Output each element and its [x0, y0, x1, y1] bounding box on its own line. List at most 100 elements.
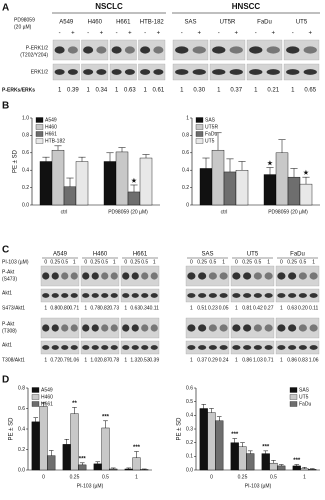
ratio: 1 [124, 357, 127, 363]
legend-label: H661 [41, 401, 53, 407]
y-tick-label: 0.3 [186, 426, 193, 432]
legend-swatch [289, 394, 298, 400]
x-tick-label: PD98059 (20 µM) [108, 209, 148, 215]
band [266, 46, 280, 54]
blot [80, 317, 120, 339]
significance: ★ [303, 170, 309, 177]
cell-line: H460 [93, 252, 108, 258]
error-bar [48, 450, 54, 456]
x-axis-label: PI-103 (µM) [77, 483, 104, 489]
blot [283, 39, 320, 61]
significance: ** [72, 401, 77, 407]
ratio-label: S473/Akt1 [2, 305, 25, 311]
y-tick-label: 0.6 [186, 385, 193, 391]
band [111, 69, 122, 75]
y-tick-label: 1.0 [22, 115, 29, 121]
bar [308, 469, 317, 471]
ratio: 0.80 [60, 305, 70, 311]
band [249, 46, 263, 54]
error-bar [226, 158, 234, 172]
band [91, 324, 99, 332]
blot [185, 340, 230, 355]
row-label: Akt1 [2, 290, 12, 296]
band [208, 272, 217, 280]
band [42, 272, 50, 280]
legend-swatch [35, 131, 44, 137]
band [110, 293, 118, 298]
sign: + [271, 31, 275, 37]
bar [207, 412, 216, 471]
panel-label: D [2, 375, 9, 386]
blot [185, 317, 230, 339]
ratio: 0.71 [69, 305, 79, 311]
ratio: 0.29 [208, 357, 218, 363]
bar [78, 464, 87, 471]
band [187, 272, 196, 280]
ratio: 0.51 [197, 305, 207, 311]
ratio: 1.02 [90, 357, 100, 363]
band [298, 272, 307, 280]
y-tick-label: 0.0 [22, 202, 29, 208]
sign: - [218, 31, 220, 37]
y-axis-label: PE ± SD [13, 149, 19, 173]
ratio: 1.06 [69, 357, 79, 363]
ratio: 0.23 [208, 305, 218, 311]
band [187, 293, 196, 298]
band [229, 69, 243, 75]
bar [63, 186, 77, 206]
legend-swatch [35, 117, 44, 123]
y-tick-label: 0.8 [18, 385, 25, 391]
bar [277, 465, 286, 471]
band [54, 46, 65, 54]
dose: 1 [73, 259, 76, 265]
sign: - [59, 31, 61, 37]
cell-line: HTB-182 [140, 20, 165, 26]
ratio: 1 [115, 88, 119, 94]
ratio: 0.05 [219, 305, 229, 311]
error-bar [142, 154, 150, 159]
dose: 1 [267, 259, 270, 265]
blot [230, 288, 275, 303]
bar [127, 191, 141, 206]
ratio: 0.80 [50, 305, 60, 311]
y-tick-label: 0.2 [22, 185, 29, 191]
band [253, 293, 262, 298]
error-bar [66, 177, 74, 187]
band [67, 46, 78, 54]
blot [275, 288, 320, 303]
bar [103, 161, 117, 206]
band [110, 272, 118, 280]
y-tick-label: 0.5 [186, 399, 193, 405]
treatment-label: (20 µM) [14, 24, 32, 30]
ratio: 1 [280, 357, 283, 363]
bar [199, 168, 213, 206]
band [187, 345, 196, 350]
y-tick-label: 0.4 [186, 413, 193, 419]
bar [230, 442, 239, 471]
ratio: 0.79 [60, 357, 70, 363]
blot [40, 288, 80, 303]
error-bar [266, 167, 274, 175]
band [70, 324, 78, 332]
band [212, 46, 226, 54]
blot [138, 63, 166, 81]
blot [120, 317, 160, 339]
row-label: P-Akt [2, 321, 15, 327]
ratio: 1 [84, 357, 87, 363]
sign: - [292, 31, 294, 37]
ratio: 0.63 [287, 305, 297, 311]
significance: ★ [131, 178, 137, 185]
band [264, 324, 273, 332]
legend-swatch [31, 387, 40, 393]
ratio: 0.63 [130, 305, 140, 311]
ratio: 0.86 [287, 357, 297, 363]
band [101, 324, 109, 332]
blot [109, 63, 137, 81]
ratio-label: T308/Akt1 [2, 357, 25, 363]
bar [199, 408, 208, 471]
ratio: 1 [84, 305, 87, 311]
blot [120, 265, 160, 287]
blot [230, 340, 275, 355]
band [54, 69, 65, 75]
